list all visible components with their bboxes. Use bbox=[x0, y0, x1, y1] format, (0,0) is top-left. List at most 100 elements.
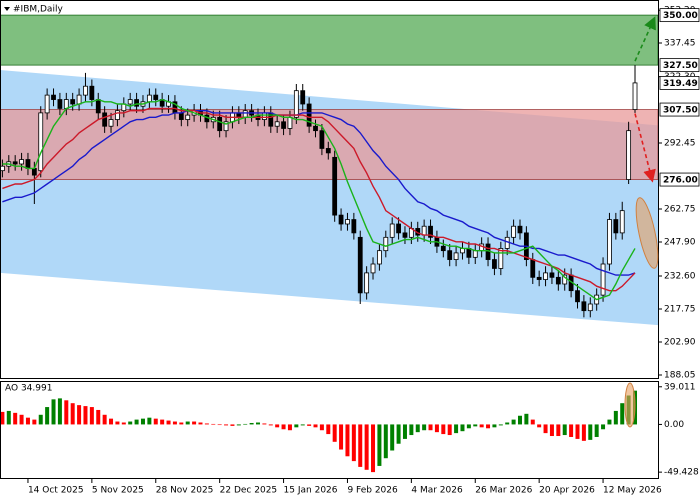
ao-bar bbox=[396, 424, 401, 444]
candle-body bbox=[447, 250, 453, 260]
x-tick-label: 15 Jan 2026 bbox=[284, 486, 338, 496]
price-panel bbox=[0, 14, 658, 326]
candle-body bbox=[325, 148, 331, 154]
candle-body bbox=[607, 219, 612, 265]
candle-body bbox=[619, 210, 625, 234]
candle-body bbox=[536, 276, 542, 280]
candle-body bbox=[83, 85, 88, 96]
ao-bar bbox=[447, 424, 452, 436]
ao-bar bbox=[620, 403, 625, 425]
ao-bar bbox=[569, 424, 574, 437]
candle-body bbox=[466, 248, 472, 258]
ao-bar bbox=[172, 421, 177, 425]
x-tick-label: 12 May 2026 bbox=[603, 486, 662, 496]
ao-bar bbox=[607, 419, 612, 425]
ao-bar bbox=[217, 424, 222, 426]
ao-bar bbox=[524, 413, 529, 425]
candle-body bbox=[338, 214, 344, 225]
ao-title: AO 34.991 bbox=[5, 384, 52, 394]
ao-bar bbox=[454, 424, 459, 434]
ao-bar bbox=[0, 411, 5, 425]
ao-bar bbox=[77, 405, 82, 425]
axes: 352.20337.45322.30292.45262.75247.90232.… bbox=[27, 6, 700, 496]
ao-bar bbox=[13, 412, 18, 425]
level-box bbox=[659, 76, 700, 90]
candle-body bbox=[549, 272, 555, 278]
ao-bar bbox=[204, 423, 209, 425]
x-tick-label: 5 Nov 2025 bbox=[92, 486, 144, 496]
ao-bar bbox=[230, 424, 235, 426]
ao-bar bbox=[140, 418, 145, 425]
x-tick-label: 9 Feb 2026 bbox=[347, 486, 398, 496]
ao-bar bbox=[313, 424, 318, 428]
y-tick-label: 232.60 bbox=[664, 272, 696, 282]
indicator-line bbox=[2, 98, 636, 301]
x-tick-label: 20 Apr 2026 bbox=[539, 486, 595, 496]
ao-bar bbox=[422, 424, 427, 431]
candle-body bbox=[626, 130, 632, 180]
ao-bar bbox=[51, 399, 56, 425]
ao-bar bbox=[300, 424, 305, 426]
candle-body bbox=[293, 90, 299, 118]
ao-bar bbox=[492, 424, 497, 428]
level-label: 319.49 bbox=[663, 79, 698, 89]
ao-bar bbox=[268, 424, 273, 426]
ao-bar bbox=[256, 422, 260, 425]
level-label: 276.00 bbox=[663, 176, 698, 186]
y-tick-label: -49.428 bbox=[664, 468, 699, 478]
ao-bar bbox=[236, 424, 241, 426]
candle-body bbox=[364, 272, 370, 294]
candle-body bbox=[402, 232, 408, 238]
candle-body bbox=[25, 159, 31, 169]
candle-body bbox=[51, 94, 56, 100]
candle-body bbox=[370, 263, 376, 274]
candle-body bbox=[357, 236, 363, 294]
candle-body bbox=[115, 110, 120, 120]
candle-body bbox=[575, 290, 580, 303]
candle-body bbox=[287, 116, 293, 129]
ao-bar bbox=[415, 424, 420, 433]
ao-bar bbox=[466, 424, 471, 429]
x-tick-label: 28 Nov 2025 bbox=[156, 486, 214, 496]
ao-bar bbox=[575, 424, 580, 439]
ao-bar bbox=[166, 420, 171, 425]
ao-bar bbox=[594, 424, 599, 437]
ao-bar bbox=[115, 421, 120, 425]
ao-bar bbox=[294, 424, 299, 428]
ao-bar bbox=[128, 421, 133, 425]
ao-bar bbox=[441, 424, 446, 435]
ao-bar bbox=[613, 410, 618, 425]
candle-body bbox=[127, 99, 133, 105]
ao-bar bbox=[358, 424, 363, 467]
ao-bar bbox=[402, 424, 407, 439]
ao-bar bbox=[556, 424, 561, 437]
y-tick-label: 262.75 bbox=[664, 205, 696, 215]
ao-bar bbox=[562, 424, 567, 436]
candle-body bbox=[383, 236, 389, 252]
candle-body bbox=[613, 219, 619, 234]
ao-bar bbox=[192, 421, 197, 425]
candle-body bbox=[281, 121, 286, 129]
ao-bar bbox=[332, 424, 337, 442]
chart-title: #IBM,Daily bbox=[13, 5, 63, 15]
ao-bar bbox=[243, 423, 248, 425]
ao-bar bbox=[121, 422, 126, 425]
ao-bar bbox=[498, 424, 503, 426]
ao-bar bbox=[601, 424, 606, 430]
candle-body bbox=[511, 225, 517, 238]
candle-body bbox=[421, 225, 427, 236]
x-tick-label: 26 Mar 2026 bbox=[475, 486, 532, 496]
ao-bar bbox=[371, 424, 376, 473]
ao-bar bbox=[581, 424, 586, 441]
ao-bar bbox=[511, 419, 516, 425]
candle-body bbox=[57, 99, 63, 109]
ao-bar bbox=[38, 414, 43, 425]
ao-bar bbox=[198, 422, 203, 425]
y-tick-label: 202.90 bbox=[664, 338, 696, 348]
ao-bar bbox=[434, 424, 439, 433]
highlight bbox=[624, 382, 636, 428]
candle-body bbox=[63, 99, 69, 109]
candle-body bbox=[44, 94, 50, 114]
candle-body bbox=[95, 99, 101, 114]
